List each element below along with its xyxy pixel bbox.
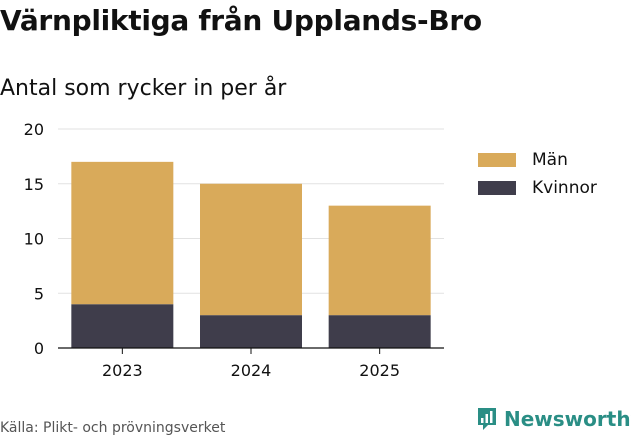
y-tick-label: 10 [24,230,44,249]
legend-item-man: Män [478,146,597,174]
chart-title: Värnpliktiga från Upplands-Bro [0,4,482,37]
bar-män-2024 [200,183,302,316]
legend-item-kvinnor: Kvinnor [478,174,597,202]
brand-logo[interactable]: Newsworthy [476,406,631,432]
source-note: Källa: Plikt- och prövningsverket [0,420,226,436]
legend-swatch-man [478,153,516,167]
bar-kvinnor-2025 [328,315,431,348]
y-tick-label: 20 [24,120,44,139]
chart-subtitle: Antal som rycker in per år [0,76,287,101]
y-tick-label: 15 [24,175,44,194]
x-tick-label: 2023 [102,361,143,380]
brand-name: Newsworthy [504,407,631,431]
legend-label-kvinnor: Kvinnor [532,178,597,198]
bar-män-2025 [328,205,431,316]
x-tick-label: 2024 [231,361,272,380]
x-tick-label: 2025 [359,361,400,380]
y-tick-label: 5 [34,284,44,303]
legend-swatch-kvinnor [478,181,516,195]
legend-label-man: Män [532,150,568,170]
bar-kvinnor-2023 [71,304,174,348]
bar-män-2023 [71,161,174,305]
y-tick-label: 0 [34,339,44,358]
newsworthy-logo-icon [478,408,496,430]
legend: Män Kvinnor [478,146,597,202]
bar-kvinnor-2024 [200,315,302,348]
